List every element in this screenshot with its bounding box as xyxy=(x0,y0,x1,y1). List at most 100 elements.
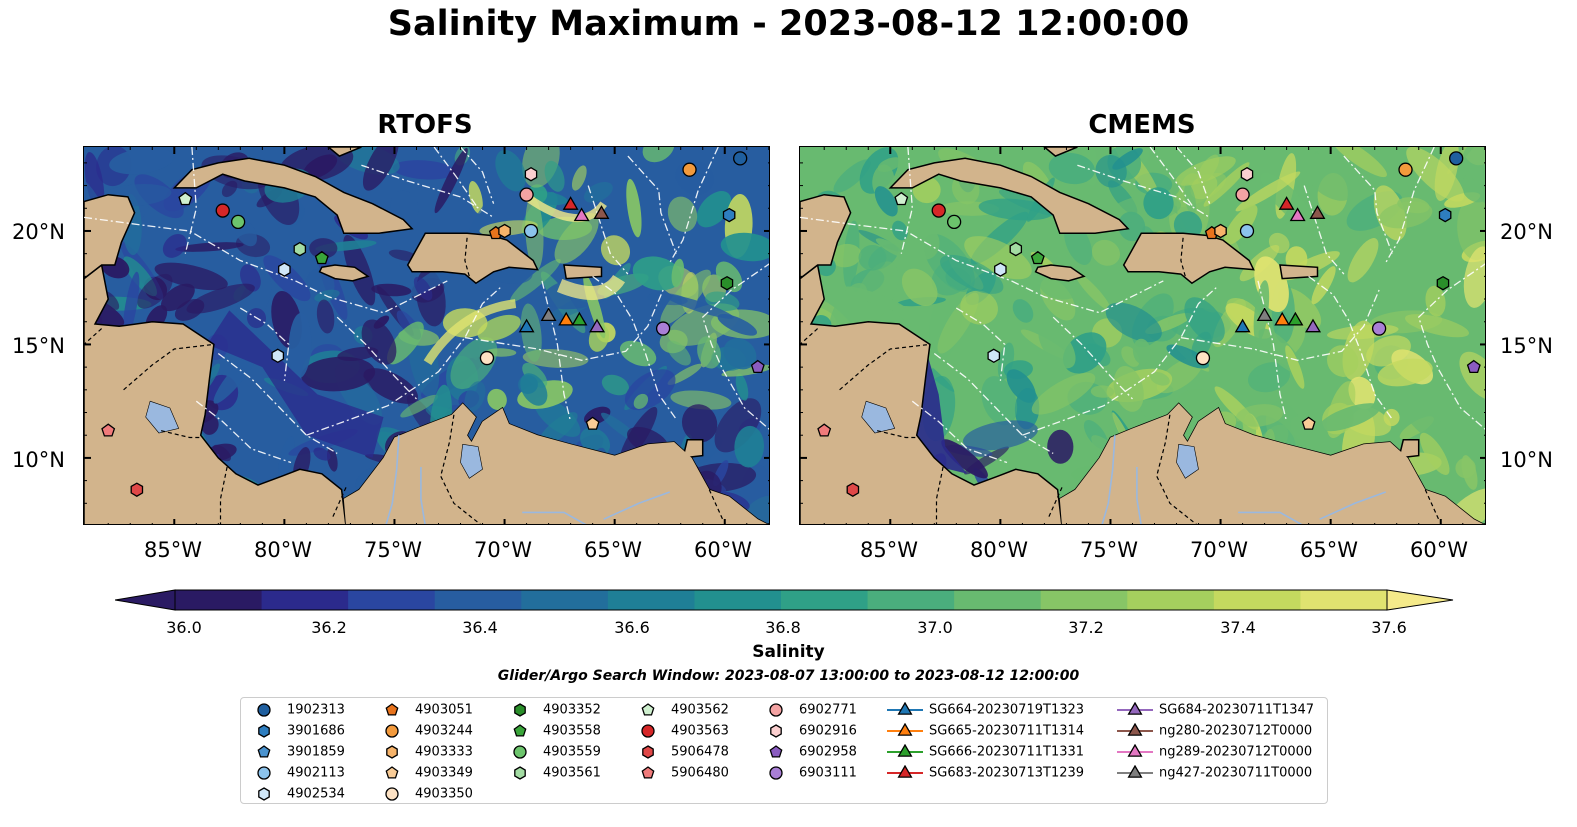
legend-label: 4903558 xyxy=(543,723,601,739)
lakes xyxy=(861,400,1199,479)
argo-float-6902771 xyxy=(519,187,534,202)
legend-label: 6903111 xyxy=(799,765,857,781)
legend-label: 4903349 xyxy=(415,765,473,781)
legend-item: 4903244 xyxy=(383,723,473,739)
bahamas-land xyxy=(327,147,362,157)
figure-title: Salinity Maximum - 2023-08-12 12:00:00 xyxy=(387,4,1190,44)
argo-float-4903562 xyxy=(178,191,193,206)
colorbar-tick-36-6: 36.6 xyxy=(614,618,650,637)
legend-marker-icon xyxy=(641,703,655,716)
lon-label-70w-rtofs: 70°W xyxy=(474,538,532,562)
lakes xyxy=(145,400,483,479)
legend-item: 4903561 xyxy=(511,765,601,781)
legend-marker-icon xyxy=(385,766,399,779)
puerto-rico-land xyxy=(1279,264,1319,280)
colorbar-segment xyxy=(607,590,695,610)
glider-ng289-20230712T0000 xyxy=(573,207,590,222)
legend-label: 3901859 xyxy=(287,744,345,760)
legend-item: 4903333 xyxy=(383,744,473,760)
legend-label: 4903562 xyxy=(671,702,729,718)
argo-float-5906480 xyxy=(817,423,832,437)
legend-item: 6903111 xyxy=(767,765,857,781)
legend-label: 4903051 xyxy=(415,702,473,718)
legend-marker-icon xyxy=(513,745,527,759)
glider-SG684-20230711T1347 xyxy=(1305,318,1322,333)
legend-label: 5906478 xyxy=(671,744,729,760)
legend-marker-icon xyxy=(1117,764,1153,778)
legend-item: 4903349 xyxy=(383,765,473,781)
jamaica-land xyxy=(318,264,370,282)
colorbar-segment xyxy=(1040,590,1128,610)
legend-marker-icon xyxy=(641,766,655,779)
colorbar-tick-36-8: 36.8 xyxy=(765,618,801,637)
legend-marker-icon xyxy=(769,745,783,758)
legend-marker-icon xyxy=(1117,701,1153,715)
panel-title-cmems: CMEMS xyxy=(1088,110,1196,140)
rtofs-map xyxy=(83,146,770,525)
legend-label: 4903561 xyxy=(543,765,601,781)
lat-label-10n-right: 10°N xyxy=(1500,448,1553,472)
lat-label-15n-right: 15°N xyxy=(1500,334,1553,358)
legend-marker-icon xyxy=(385,703,399,716)
central-america-land xyxy=(800,263,1063,524)
argo-float-4903350 xyxy=(1195,350,1211,366)
argo-float-6902916 xyxy=(1240,166,1254,182)
legend-marker-icon xyxy=(385,787,399,801)
argo-float-6903111 xyxy=(1371,321,1387,336)
legend-item: ng289-20230712T0000 xyxy=(1117,743,1312,760)
argo-float-6902916 xyxy=(524,166,538,182)
legend-item: SG665-20230711T1314 xyxy=(887,722,1084,739)
legend-marker-icon xyxy=(258,787,270,801)
argo-float-5906478 xyxy=(130,482,144,497)
legend-label: SG684-20230711T1347 xyxy=(1159,702,1315,718)
legend: 1902313 3901686 3901859 4902113 4902534 49030… xyxy=(240,697,1328,804)
observation-markers xyxy=(817,151,1481,497)
central-america-land xyxy=(84,263,347,524)
legend-marker-icon xyxy=(385,724,399,738)
legend-label: SG666-20230711T1331 xyxy=(929,744,1085,760)
legend-item: 5906480 xyxy=(639,765,729,781)
glider-SG665-20230711T1314 xyxy=(558,311,575,326)
colorbar-label: Salinity xyxy=(752,642,825,662)
argo-float-5906478 xyxy=(846,482,860,497)
land xyxy=(84,147,769,524)
argo-float-4903349 xyxy=(585,416,600,430)
legend-item: 6902958 xyxy=(767,744,857,760)
glider-SG664-20230719T1323 xyxy=(1234,318,1251,333)
legend-item: 5906478 xyxy=(639,744,729,760)
legend-item: 4903352 xyxy=(511,702,601,718)
legend-marker-icon xyxy=(514,703,526,717)
search-window-text: Glider/Argo Search Window: 2023-08-07 13… xyxy=(497,668,1080,684)
legend-marker-icon xyxy=(258,724,270,738)
cmems-map xyxy=(799,146,1486,525)
argo-float-4903558 xyxy=(314,250,329,265)
legend-item: 4903350 xyxy=(383,786,473,802)
eez-boundaries xyxy=(800,147,1485,464)
argo-float-4903350 xyxy=(479,350,495,366)
colorbar-extend-min xyxy=(115,589,176,611)
legend-label: 4903244 xyxy=(415,723,473,739)
colorbar-tick-37-2: 37.2 xyxy=(1068,618,1104,637)
panel-title-rtofs: RTOFS xyxy=(377,110,473,140)
legend-item: SG664-20230719T1323 xyxy=(887,701,1084,718)
colorbar-segment xyxy=(1127,590,1215,610)
puerto-rico-land xyxy=(563,264,603,280)
argo-float-4903561 xyxy=(293,241,307,257)
colorbar-segment xyxy=(867,590,955,610)
glider-SG666-20230711T1331 xyxy=(571,311,588,326)
argo-float-3901686 xyxy=(722,207,736,223)
glider-ng427-20230711T0000 xyxy=(540,307,557,322)
colorbar-segment xyxy=(1300,590,1388,610)
legend-item: 6902771 xyxy=(767,702,857,718)
legend-label: 6902958 xyxy=(799,744,857,760)
map-ticks xyxy=(800,147,1485,524)
legend-label: 4903333 xyxy=(415,744,473,760)
colorbar-tick-37-4: 37.4 xyxy=(1220,618,1256,637)
legend-item: 4902113 xyxy=(255,765,345,781)
colorbar-tick-36-4: 36.4 xyxy=(462,618,498,637)
legend-item: SG683-20230713T1239 xyxy=(887,764,1084,781)
trinidad-land xyxy=(1397,439,1420,459)
colorbar xyxy=(115,589,1454,611)
lon-label-80w-cmems: 80°W xyxy=(970,538,1028,562)
country-borders xyxy=(800,237,1440,524)
